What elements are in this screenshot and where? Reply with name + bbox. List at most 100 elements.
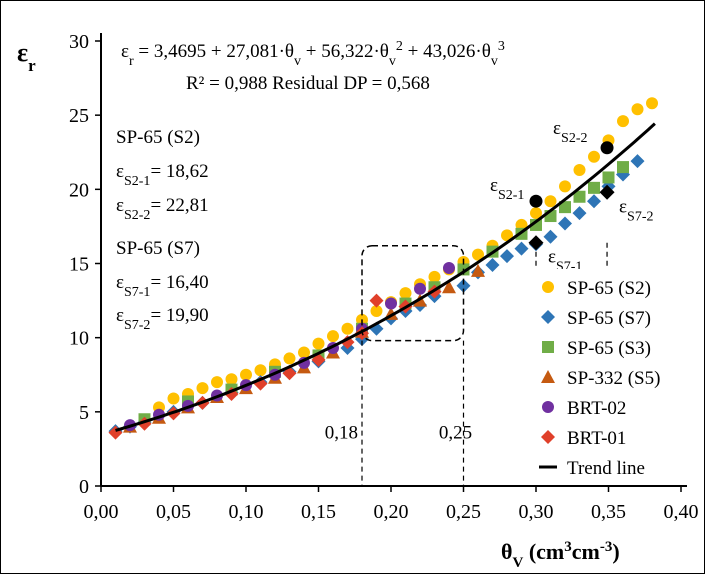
legend-marker [541,370,555,383]
data-point [617,161,629,174]
marks-layer [108,97,658,440]
annotation-s2-2: εS2-2= 22,81 [116,195,209,223]
legend-label: SP-65 (S3) [567,338,651,359]
data-point [399,287,412,300]
data-point [369,293,384,308]
data-point [485,257,500,272]
annotation-s7-1: εS7-1= 16,40 [116,272,209,300]
legend: SP-65 (S2) SP-65 (S7) SP-65 (S3) SP-332 (S5… [533,269,681,483]
data-point [341,322,354,335]
legend-marker [542,341,554,353]
y-tick-label: 15 [69,254,89,276]
legend-marker [542,401,554,413]
data-point [559,180,571,193]
zoom-box-layer: 0,18 0,25 [325,244,472,486]
data-point [414,282,426,295]
data-point [572,206,587,221]
data-point [167,392,180,405]
key-point [529,194,543,208]
annotation-s7-2: εS7-2= 19,90 [116,305,209,333]
legend-marker [541,430,555,444]
x-tick-label: 0,05 [156,501,191,523]
data-point [646,97,658,110]
data-point [471,263,485,277]
x-axis-label: θV (cm3cm-3) [501,539,620,571]
data-point [442,280,456,294]
key-point [528,235,544,251]
data-point [211,376,223,389]
data-point [370,304,383,317]
data-point [530,207,542,220]
legend-label: BRT-02 [567,398,626,419]
data-point [298,346,310,359]
x-tick-label: 0,00 [84,501,119,523]
data-point [573,190,586,203]
key-point-label: εS2-1 [490,175,524,203]
data-point [631,103,644,116]
y-tick-label: 25 [69,105,89,127]
data-point [443,261,455,274]
x-tick-label: 0,15 [301,501,336,523]
data-point [428,270,441,283]
y-tick-label: 0 [79,476,89,498]
x-tick-label: 0,35 [591,501,626,523]
key-point-label: εS7-2 [619,196,653,224]
data-point [559,201,571,214]
data-point [196,382,209,395]
data-point [543,229,558,244]
key-point [600,141,614,155]
legend-label: SP-65 (S2) [567,278,651,299]
y-tick-label: 30 [69,31,89,53]
data-point [630,154,645,169]
legend-label: BRT-01 [567,428,626,449]
data-point [327,330,339,343]
data-point [312,337,325,350]
y-tick-label: 20 [69,179,89,201]
legend-label: Trend line [567,458,645,479]
data-point [602,171,615,184]
data-point [472,248,484,261]
zoom-box [361,244,465,342]
key-point-label: εS2-2 [553,118,587,146]
data-point [588,150,600,163]
data-point [587,194,601,209]
annotation-s2-title: SP-65 (S2) [116,127,200,148]
x-tick-label: 0,40 [664,501,699,523]
legend-label: SP-65 (S7) [567,308,651,329]
legend-marker [542,281,554,293]
legend-marker [541,310,555,324]
data-point [588,181,600,194]
data-point [514,241,529,256]
x-tick-label: 0,30 [519,501,554,523]
data-point [254,364,267,377]
y-tick-label: 10 [69,328,89,350]
x-tick-label: 0,20 [374,501,409,523]
legend-label: SP-332 (S5) [567,368,660,389]
data-point [225,373,238,386]
y-tick-label: 5 [79,402,89,424]
x-tick-label: 0,10 [229,501,264,523]
trend-line [115,122,656,432]
data-point [500,249,514,264]
annotation-s2-1: εS2-1= 18,62 [116,161,209,189]
data-point [544,195,557,208]
y-axis-label: εr [17,38,36,75]
trend-equation: εr = 3,4695 + 27,081·θv + 56,322·θv2 + 4… [121,39,505,69]
data-point [240,368,252,381]
zoom-label-left: 0,18 [325,423,358,444]
legend-background [533,269,681,483]
axes-layer: 0 5 10 15 20 25 30 0,00 0,05 0,10 0,15 0,20 0,25 0,30… [69,31,699,523]
data-point [558,216,572,231]
zoom-label-right: 0,25 [439,423,472,444]
data-point [283,352,296,365]
data-point [385,297,397,310]
data-point [456,278,471,293]
key-point [599,184,615,200]
data-point [501,229,513,242]
data-point [573,164,586,177]
annotation-s7-title: SP-65 (S7) [116,238,200,259]
data-point [617,115,629,128]
x-tick-label: 0,25 [446,501,481,523]
